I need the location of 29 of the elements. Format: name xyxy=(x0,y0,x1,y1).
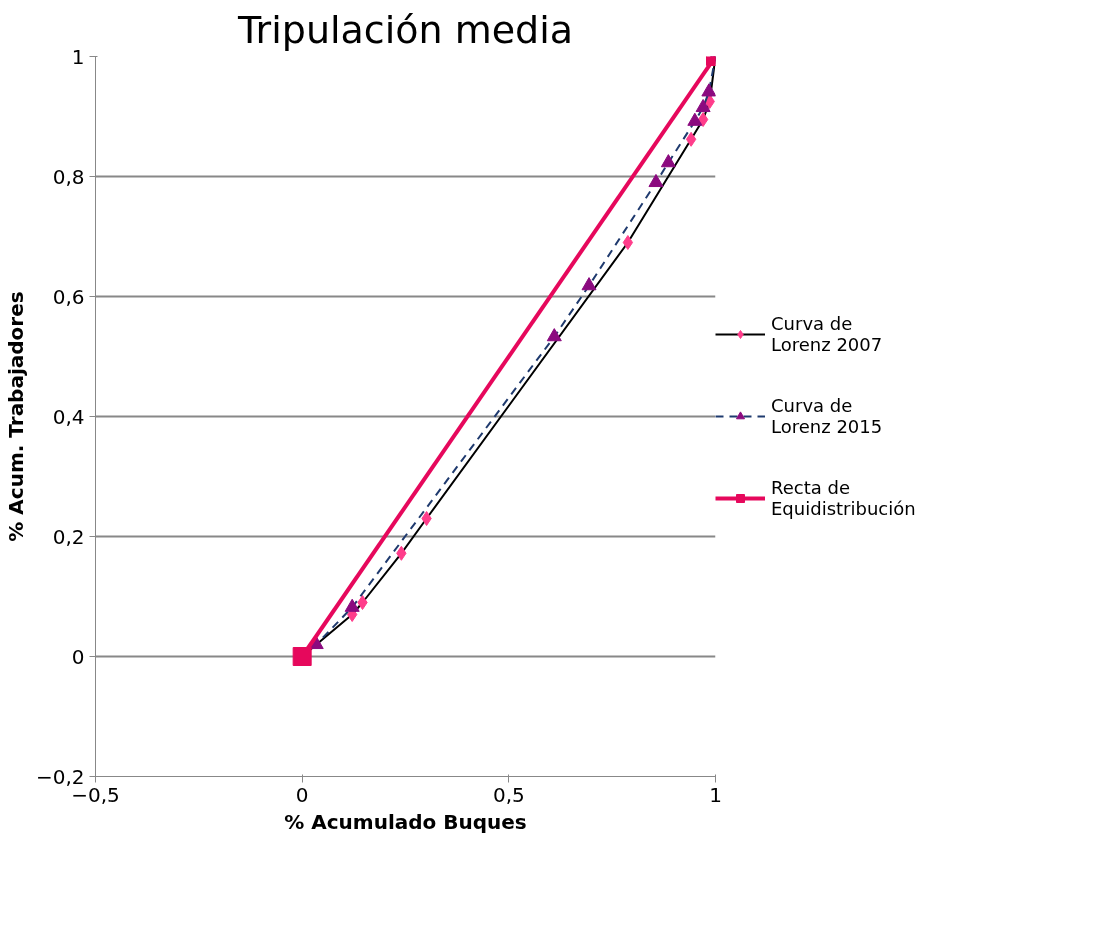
y-tick-label: −0,2 xyxy=(35,764,85,789)
point xyxy=(648,173,664,188)
x-tick-label: 0,5 xyxy=(492,782,525,807)
chart-title: Tripulación media xyxy=(236,7,574,52)
point xyxy=(344,598,360,612)
x-tick-label: 1 xyxy=(709,782,722,807)
point xyxy=(546,328,562,342)
y-axis-title: % Acum. Trabajadores xyxy=(3,291,28,542)
legend-label: Curva de Lorenz 2007 xyxy=(771,313,883,355)
legend-label: Curva de Lorenz 2015 xyxy=(771,395,883,437)
legend-label: Recta de Equidistribución xyxy=(771,477,916,519)
point xyxy=(685,131,697,147)
y-tick-label: 0,2 xyxy=(52,524,85,549)
y-tick-label: 0 xyxy=(71,644,85,669)
point xyxy=(357,595,368,610)
point xyxy=(701,83,716,97)
point xyxy=(687,112,703,126)
point xyxy=(695,98,711,113)
point xyxy=(421,511,432,526)
y-tick-label: 0,6 xyxy=(52,284,85,309)
y-tick-label: 0,8 xyxy=(52,164,85,189)
x-axis-title: % Acumulado Buques xyxy=(284,809,527,834)
point xyxy=(292,647,312,666)
point xyxy=(622,235,634,250)
point xyxy=(581,277,597,291)
point xyxy=(660,154,676,168)
x-tick-label: 0 xyxy=(295,782,309,807)
y-tick-label: 1 xyxy=(71,44,85,69)
y-tick-label: 0,4 xyxy=(52,404,85,429)
